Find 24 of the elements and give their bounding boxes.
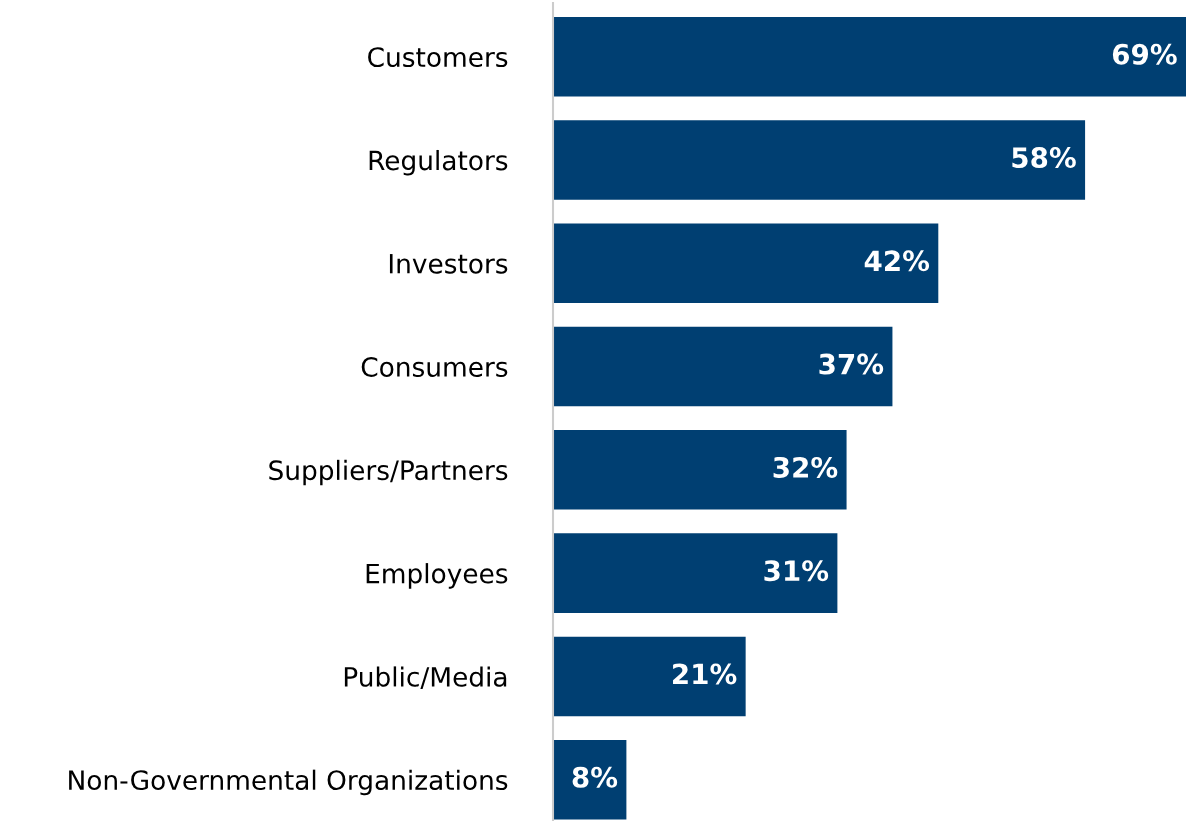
bar: [553, 223, 939, 304]
bar: [553, 120, 1086, 200]
bar: [553, 326, 893, 407]
data-label: 37%: [819, 353, 884, 375]
bar: [553, 16, 1186, 97]
bar: [553, 739, 627, 820]
y-tick-label: Employees: [366, 563, 508, 589]
data-label: 58%: [1012, 147, 1076, 169]
data-label: 31%: [764, 560, 829, 582]
bar: [553, 533, 838, 613]
y-tick-label: Suppliers/Partners: [269, 459, 508, 486]
bar: [553, 636, 746, 717]
y-tick-label: Non-Governmental Organizations: [69, 769, 508, 796]
y-tick-label: Consumers: [361, 357, 508, 377]
bar: [553, 430, 847, 510]
data-label: 32%: [773, 456, 838, 478]
data-label: 8%: [572, 766, 618, 788]
data-label: 21%: [673, 663, 737, 685]
data-label: 69%: [1112, 43, 1177, 65]
data-label: 42%: [864, 250, 930, 272]
y-tick-label: Public/Media: [344, 666, 507, 689]
y-tick-label: Investors: [389, 254, 508, 274]
y-tick-label: Regulators: [369, 149, 508, 176]
y-tick-label: Customers: [368, 47, 508, 68]
